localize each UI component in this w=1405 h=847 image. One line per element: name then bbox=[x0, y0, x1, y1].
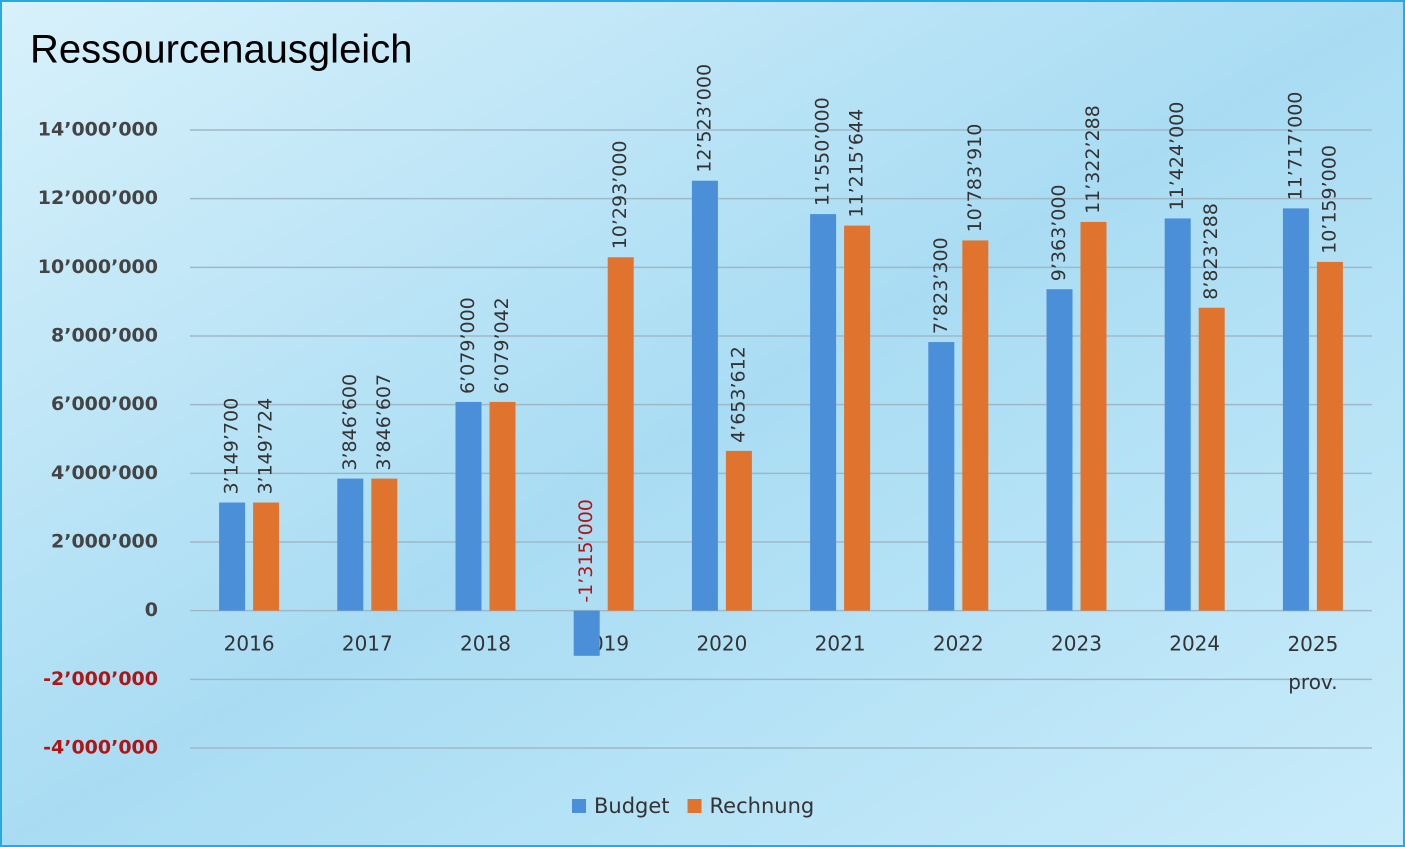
x-tick-label: 2021 bbox=[815, 632, 866, 656]
bar bbox=[219, 503, 245, 611]
bar bbox=[928, 342, 954, 611]
bar bbox=[962, 240, 988, 610]
x-tick-label: 2017 bbox=[342, 632, 393, 656]
value-label: 3’846’600 bbox=[339, 374, 361, 471]
bar bbox=[1317, 262, 1343, 611]
x-tick-label: 2024 bbox=[1169, 632, 1220, 656]
y-tick-label: 0 bbox=[145, 599, 158, 621]
value-label: 10’159’000 bbox=[1318, 145, 1340, 254]
y-tick-label: -2’000’000 bbox=[43, 668, 158, 690]
x-tick-label: 2023 bbox=[1051, 632, 1102, 656]
bar bbox=[1047, 289, 1073, 610]
value-label: 12’523’000 bbox=[693, 64, 715, 173]
value-label: 3’149’700 bbox=[221, 398, 243, 495]
bar bbox=[844, 226, 870, 611]
value-label: 6’079’000 bbox=[457, 297, 479, 394]
legend-label: Rechnung bbox=[710, 794, 815, 818]
bar bbox=[337, 479, 363, 611]
bar bbox=[371, 479, 397, 611]
value-label: 10’783’910 bbox=[964, 124, 986, 233]
chart: Ressourcenausgleich -4’000’000 -2’000’000… bbox=[0, 0, 1405, 847]
value-label: 7’823’300 bbox=[930, 237, 952, 334]
y-tick-label: 10’000’000 bbox=[38, 256, 158, 278]
value-label: 3’846’607 bbox=[373, 374, 395, 471]
legend-swatch bbox=[572, 799, 586, 813]
bar bbox=[1165, 218, 1191, 610]
bar bbox=[1081, 222, 1107, 611]
legend-swatch bbox=[688, 799, 702, 813]
value-label: 4’653’612 bbox=[727, 346, 749, 443]
bar bbox=[608, 257, 634, 610]
bar bbox=[692, 181, 718, 611]
value-label: 11’322’288 bbox=[1082, 105, 1104, 214]
x-tick-label: 2018 bbox=[460, 632, 511, 656]
bar bbox=[726, 451, 752, 611]
bar bbox=[1199, 308, 1225, 611]
y-tick-label: -4’000’000 bbox=[43, 737, 158, 759]
bar bbox=[810, 214, 836, 611]
y-tick-label: 4’000’000 bbox=[51, 462, 158, 484]
bar bbox=[490, 402, 516, 611]
x-tick-label: 2022 bbox=[933, 632, 984, 656]
value-label: 10’293’000 bbox=[609, 140, 631, 249]
bar bbox=[456, 402, 482, 611]
y-tick-label: 2’000’000 bbox=[51, 531, 158, 553]
x-tick-label: 2020 bbox=[696, 632, 747, 656]
value-label: 11’424’000 bbox=[1166, 102, 1188, 211]
y-tick-label: 12’000’000 bbox=[38, 187, 158, 209]
value-label: 6’079’042 bbox=[491, 297, 513, 394]
bar bbox=[574, 611, 600, 656]
x-tick-label: 2016 bbox=[224, 632, 275, 656]
value-label: 11’550’000 bbox=[812, 97, 834, 206]
y-tick-label: 8’000’000 bbox=[51, 325, 158, 347]
value-label: 3’149’724 bbox=[255, 398, 277, 495]
y-tick-label: 14’000’000 bbox=[38, 119, 158, 141]
bar bbox=[253, 503, 279, 611]
value-label: 11’215’644 bbox=[846, 109, 868, 218]
y-tick-label: 6’000’000 bbox=[51, 393, 158, 415]
value-label: 11’717’000 bbox=[1284, 92, 1306, 201]
value-label: 9’363’000 bbox=[1048, 185, 1070, 282]
legend-label: Budget bbox=[594, 794, 670, 818]
value-label: -1’315’000 bbox=[575, 499, 597, 603]
chart-title: Ressourcenausgleich bbox=[30, 28, 412, 72]
bar bbox=[1283, 208, 1309, 610]
value-label: 8’823’288 bbox=[1200, 203, 1222, 300]
